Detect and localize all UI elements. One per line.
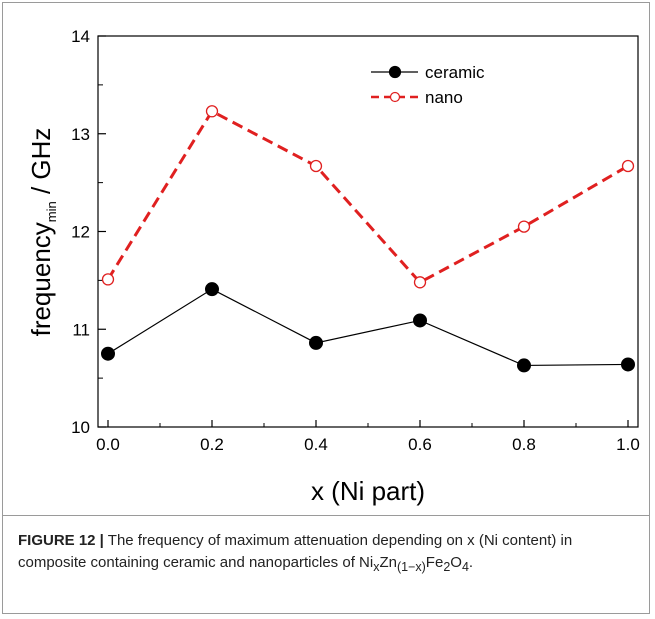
series-line-ceramic (107, 288, 629, 367)
x-tick-label: 0.6 (408, 435, 432, 454)
y-axis-label-sub: min (44, 201, 59, 222)
series-markers (101, 105, 635, 373)
y-tick-label: 12 (71, 223, 90, 242)
data-point-ceramic (205, 282, 219, 297)
series-line-nano (106, 109, 629, 285)
data-point-ceramic (517, 358, 531, 373)
series-lines (106, 109, 629, 367)
y-axis-label-main: frequency (26, 222, 56, 336)
y-axis-label: frequencymin / GHz (26, 128, 59, 337)
y-tick-label: 11 (72, 320, 90, 339)
data-point-nano (517, 220, 531, 233)
formula-1-x: (1−x) (396, 560, 426, 574)
formula-fe: Fe (425, 554, 444, 571)
legend-label-ceramic: ceramic (425, 63, 485, 82)
plot-area (97, 35, 639, 428)
x-tick-label: 0.4 (304, 435, 328, 454)
caption-divider (2, 515, 650, 516)
y-axis-label-unit: / GHz (26, 128, 56, 202)
legend-marker-ceramic (388, 65, 402, 79)
formula-ni: Ni (359, 554, 374, 571)
data-point-ceramic (309, 335, 323, 350)
legend-label-nano: nano (425, 88, 463, 107)
line-chart: 0.0 0.2 0.4 0.6 0.8 1.0 10 11 12 13 14 ceramic nano… (26, 27, 640, 506)
caption-label: FIGURE 12 | (18, 532, 104, 549)
figure-frame (2, 2, 650, 614)
axis-ticks: 0.0 0.2 0.4 0.6 0.8 1.0 10 11 12 13 14 (71, 27, 640, 454)
data-point-nano (413, 276, 427, 289)
formula-x: x (373, 560, 380, 574)
data-point-ceramic (621, 357, 635, 372)
x-tick-label: 1.0 (616, 435, 640, 454)
x-tick-label: 0.0 (96, 435, 120, 454)
data-point-nano (309, 159, 323, 173)
legend: ceramic nano (371, 63, 485, 107)
formula-o: O (450, 554, 462, 571)
y-tick-label: 13 (71, 125, 90, 144)
caption-formula: NixZn(1−x)Fe2O4 (359, 554, 469, 574)
x-axis-label: x (Ni part) (311, 476, 425, 506)
formula-2: 2 (443, 560, 451, 574)
x-tick-label: 0.2 (200, 435, 224, 454)
data-point-nano (101, 273, 115, 286)
caption-end: . (468, 554, 474, 571)
x-tick-label: 0.8 (512, 435, 536, 454)
data-point-ceramic (101, 346, 115, 361)
data-point-ceramic (413, 313, 427, 328)
formula-zn: Zn (379, 554, 397, 571)
caption-text: The frequency of maximum attenuation dep… (18, 532, 573, 571)
y-tick-label: 10 (71, 418, 90, 437)
data-point-nano (621, 159, 635, 173)
legend-marker-nano (389, 91, 401, 103)
data-point-nano (205, 105, 219, 118)
figure-caption: FIGURE 12 | The frequency of maximum att… (18, 530, 633, 578)
y-tick-label: 14 (71, 27, 90, 46)
formula-4: 4 (461, 560, 469, 574)
